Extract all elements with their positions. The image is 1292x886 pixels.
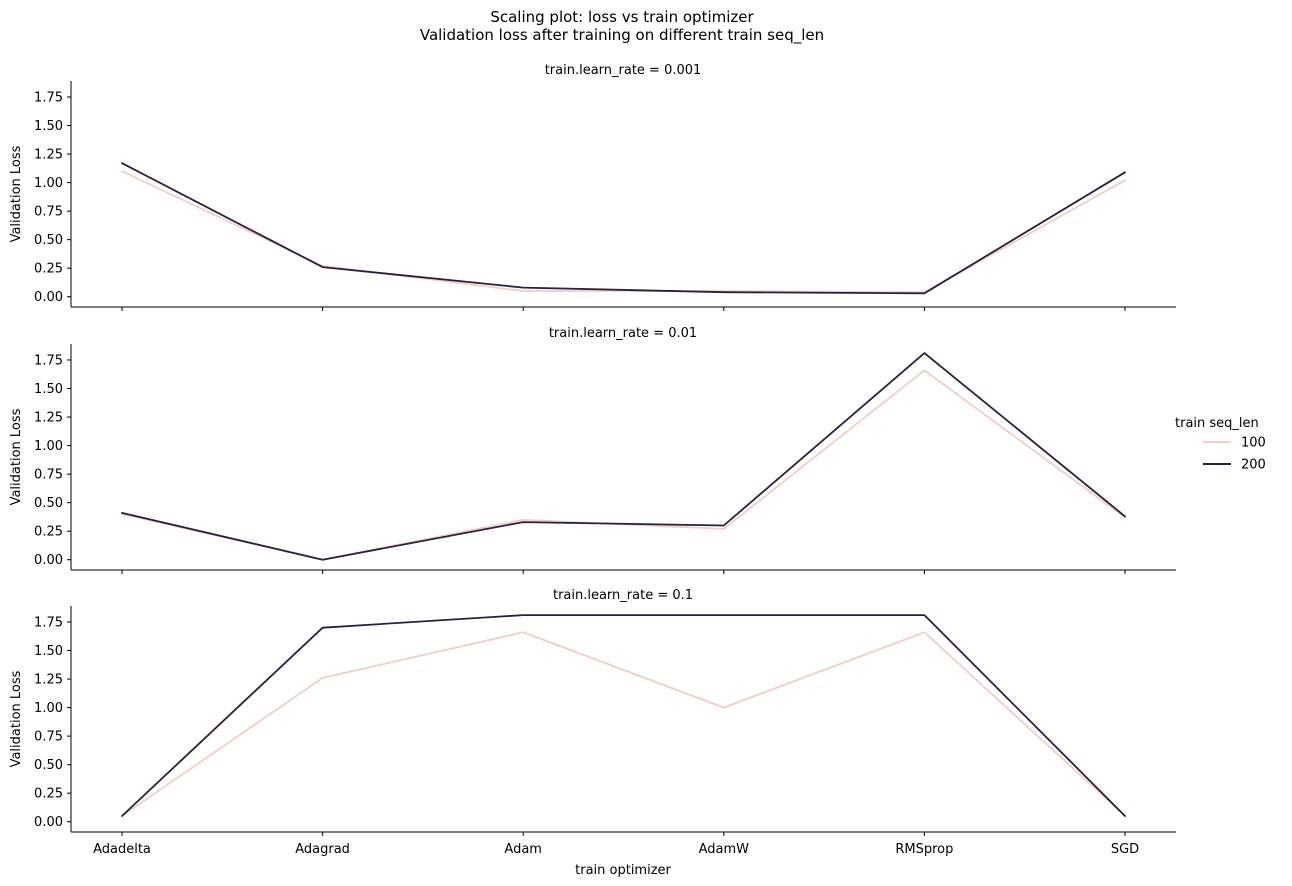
y-tick-label: 0.50: [34, 233, 63, 248]
legend-label-200: 200: [1241, 458, 1266, 473]
y-tick-label: 0.00: [34, 553, 63, 568]
y-tick-label: 1.50: [34, 382, 63, 397]
y-tick-label: 0.75: [34, 468, 63, 483]
panel-2: train.learn_rate = 0.01 0.00 0.25 0.50 0.75 1…: [9, 326, 1176, 574]
y-tick-label: 0.75: [34, 730, 63, 745]
y-tick-label: 1.75: [34, 615, 63, 630]
y-tick-label: 0.50: [34, 496, 63, 511]
y-tick-label: 0.25: [34, 787, 63, 802]
series-line-100: [121, 631, 1126, 817]
panel-title: train.learn_rate = 0.001: [545, 63, 702, 78]
panel-title: train.learn_rate = 0.01: [549, 326, 697, 341]
y-tick-label: 0.25: [34, 525, 63, 540]
series-line-200: [121, 352, 1126, 561]
x-tick-label: Adam: [504, 842, 542, 857]
y-tick-label: 1.50: [34, 644, 63, 659]
y-tick-label: 1.00: [34, 176, 63, 191]
series-line-200: [121, 162, 1126, 295]
panels: train.learn_rate = 0.001 0.00 0.25 0.50 0.75…: [9, 63, 1176, 857]
y-tick-label: 1.50: [34, 119, 63, 134]
y-tick-label: 1.25: [34, 411, 63, 426]
x-tick-label: Adagrad: [295, 842, 350, 857]
y-tick-label: 1.00: [34, 439, 63, 454]
x-tick-label: RMSprop: [895, 842, 953, 857]
series-line-100: [121, 369, 1126, 561]
y-tick-label: 1.25: [34, 673, 63, 688]
y-tick-label: 1.75: [34, 353, 63, 368]
panel-1: train.learn_rate = 0.001 0.00 0.25 0.50 0.75…: [9, 63, 1176, 311]
x-axis-label: train optimizer: [575, 863, 671, 878]
panel-title: train.learn_rate = 0.1: [553, 588, 693, 603]
x-tick-label: SGD: [1111, 842, 1139, 857]
y-tick-label: 0.50: [34, 758, 63, 773]
y-tick-label: 0.00: [34, 290, 63, 305]
series-line-200: [121, 614, 1126, 817]
legend-title: train seq_len: [1175, 416, 1259, 431]
series-line-100: [121, 170, 1126, 294]
y-tick-label: 0.25: [34, 262, 63, 277]
x-tick-label: AdamW: [699, 842, 750, 857]
y-tick-label: 1.75: [34, 90, 63, 105]
legend: train seq_len 100 200: [1175, 416, 1266, 473]
chart-title: Scaling plot: loss vs train optimizer: [490, 8, 754, 26]
chart-subtitle: Validation loss after training on differ…: [420, 26, 824, 45]
y-tick-label: 0.00: [34, 815, 63, 830]
x-tick-label: Adadelta: [93, 842, 151, 857]
panel-3: train.learn_rate = 0.1 0.00 0.25 0.50 0.75 1.…: [9, 588, 1176, 857]
y-tick-label: 1.25: [34, 148, 63, 163]
y-tick-label: 1.00: [34, 701, 63, 716]
y-axis-label: Validation Loss: [9, 670, 24, 767]
y-axis-label: Validation Loss: [9, 408, 24, 505]
legend-label-100: 100: [1241, 436, 1266, 451]
y-axis-label: Validation Loss: [9, 145, 24, 242]
y-tick-label: 0.75: [34, 205, 63, 220]
